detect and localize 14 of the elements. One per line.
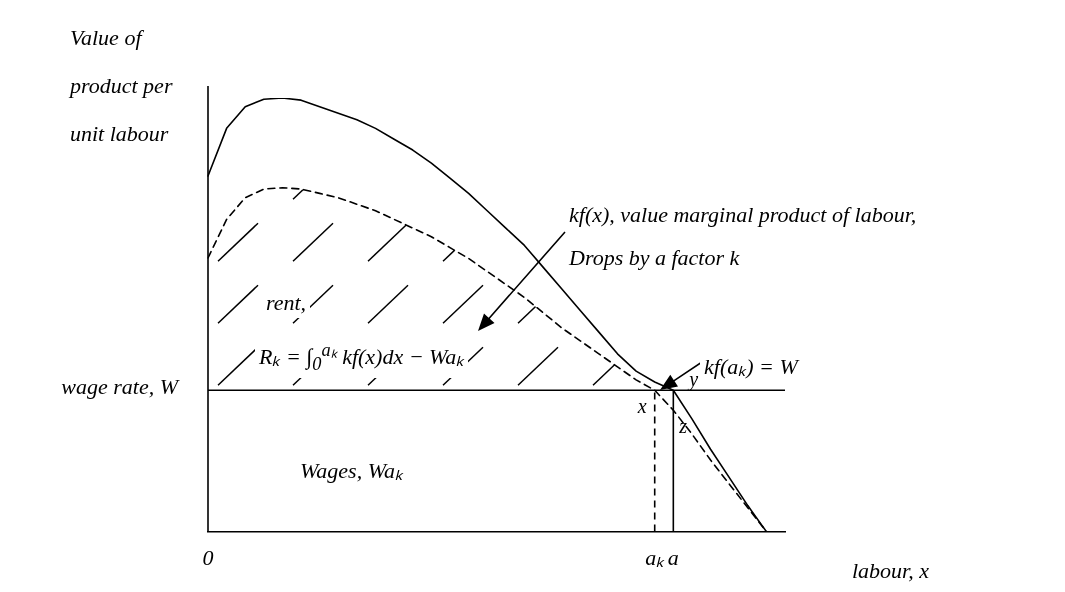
x-tick-label: 0 (202, 544, 214, 570)
x-tick-label: a (667, 544, 679, 570)
annotation: Rₖ = ∫$_{0}$$^{aₖ}$ kf(x)dx − Waₖ (255, 338, 469, 378)
x-axis-title: labour, x (852, 558, 929, 583)
ref-line-label: wage rate, W (61, 374, 180, 400)
annotation: x (637, 395, 647, 418)
annotation: Wages, Waₖ (296, 456, 407, 487)
annotation: Drops by a factor k (565, 243, 744, 274)
annotation: kf(x), value marginal product of labour, (565, 200, 921, 231)
annotation: kf(aₖ) = W (700, 352, 802, 383)
y-axis-title: Value of product per unit labour (70, 24, 174, 148)
x-tick-label: aₖ (645, 544, 666, 570)
annotation: rent, (262, 288, 311, 319)
annotation: z (679, 415, 688, 438)
